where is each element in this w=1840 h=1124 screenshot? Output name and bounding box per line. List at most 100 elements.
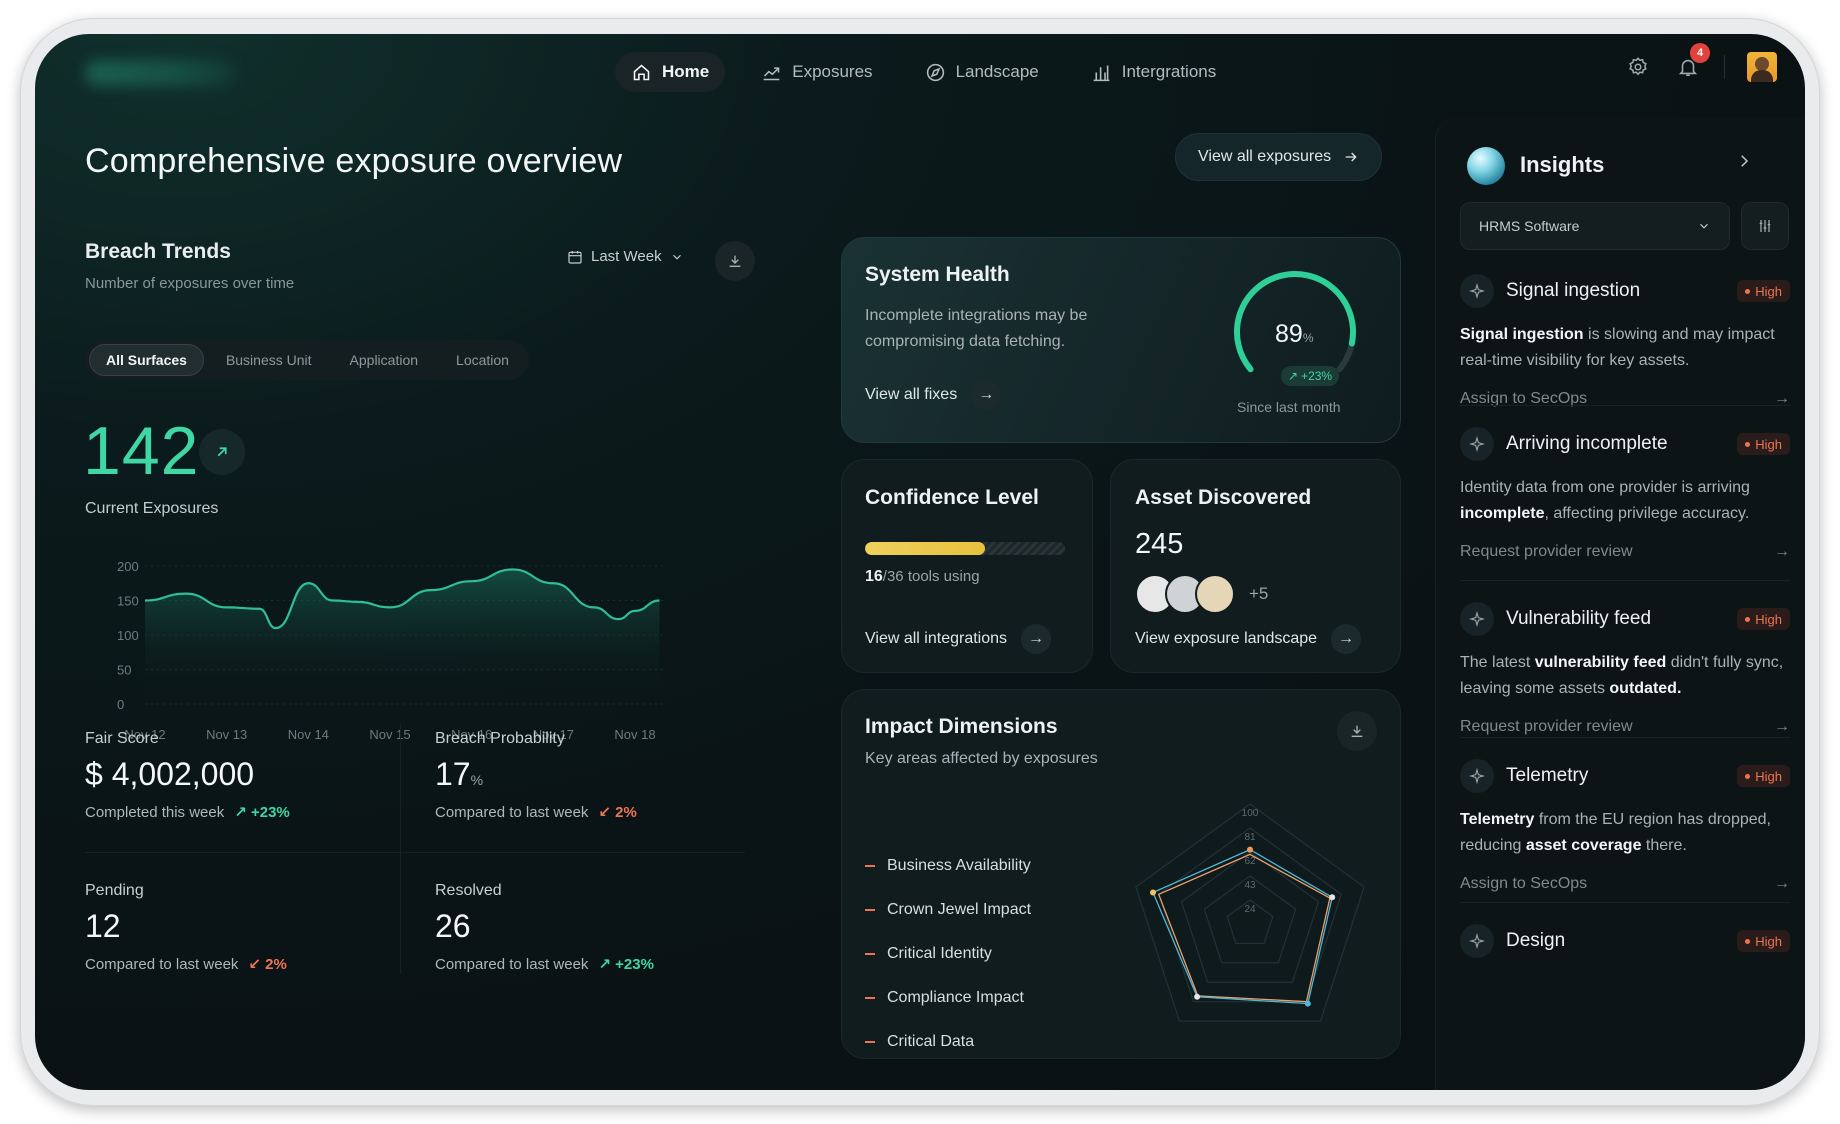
stats-vertical-divider	[400, 724, 401, 974]
radar-ring	[1226, 899, 1274, 945]
insight-text: there.	[1641, 837, 1687, 854]
user-avatar[interactable]	[1747, 52, 1777, 82]
insights-filter-select[interactable]: HRMS Software	[1460, 202, 1730, 250]
insight-header: Design High	[1460, 924, 1790, 958]
chevron-down-icon	[1700, 223, 1708, 229]
sparkle-icon	[1460, 924, 1494, 958]
insight-description: The latest vulnerability feed didn't ful…	[1460, 650, 1790, 702]
stat-compare-text: Compared to last week	[435, 803, 589, 821]
insight-item[interactable]: Vulnerability feed High The latest vulnera…	[1460, 602, 1790, 736]
insight-action-link[interactable]: Request provider review →	[1460, 543, 1790, 561]
stat-delta-down: ↙ 2%	[598, 804, 637, 821]
period-value: Last Week	[591, 248, 662, 265]
view-all-integrations-link[interactable]: View all integrations →	[865, 624, 1052, 654]
legend-item: Critical Identity	[865, 932, 1031, 976]
insight-text: didn't fully sync, leaving some assets	[1460, 654, 1784, 697]
insight-action-link[interactable]: Request provider review →	[1460, 718, 1790, 736]
stat-number: 17	[435, 756, 471, 792]
insight-action-label: Request provider review	[1460, 718, 1633, 735]
insight-action-link[interactable]: Assign to SecOps →	[1460, 875, 1790, 893]
tab-application[interactable]: Application	[349, 352, 419, 368]
insight-item[interactable]: Arriving incomplete High Identity data fro…	[1460, 427, 1790, 561]
stat-label: Fair Score	[85, 730, 159, 747]
y-tick-label: 200	[117, 559, 139, 574]
stat-value: 26	[435, 908, 654, 945]
view-all-exposures-button[interactable]: View all exposures	[1175, 133, 1383, 181]
view-all-exposures-label: View all exposures	[1198, 148, 1332, 165]
stat-compare-text: Compared to last week	[85, 955, 239, 973]
breach-download-button[interactable]	[715, 241, 755, 281]
stat-compare: Compared to last week ↙ 2%	[435, 803, 637, 822]
insight-emphasis: Signal ingestion	[1460, 326, 1584, 343]
y-tick-label: 150	[117, 594, 139, 609]
insight-description: Identity data from one provider is arriv…	[1460, 475, 1790, 527]
insight-item[interactable]: Telemetry High Telemetry from the EU regio…	[1460, 759, 1790, 893]
nav-home[interactable]: Home	[615, 52, 726, 92]
tab-location[interactable]: Location	[456, 352, 509, 368]
sliders-icon	[1759, 220, 1771, 232]
settings-button[interactable]	[1624, 53, 1652, 81]
stat-label: Breach Probability	[435, 730, 565, 747]
radar-point	[1194, 993, 1201, 1000]
insight-text: Identity data from one provider is arriv…	[1460, 479, 1750, 496]
calendar-icon	[568, 250, 582, 264]
x-tick-label: Nov 18	[614, 727, 655, 742]
x-tick-label: Nov 14	[288, 727, 329, 742]
nav-exposures[interactable]: Exposures	[745, 52, 888, 92]
stat-value: $ 4,002,000	[85, 756, 290, 793]
impact-legend: Business Availability Crown Jewel Impact…	[865, 844, 1031, 1064]
tools-using: 16/36 tools using	[865, 568, 980, 586]
insight-text: The latest	[1460, 654, 1535, 671]
insight-item[interactable]: Design High	[1460, 924, 1790, 958]
severity-badge: High	[1737, 765, 1790, 787]
legend-marker	[865, 909, 875, 911]
period-select[interactable]: Last Week	[567, 248, 684, 265]
stat-fair-score: Fair Score $ 4,002,000 Completed this we…	[85, 730, 290, 821]
gauge-fill	[1234, 271, 1356, 373]
sparkle-icon	[1460, 274, 1494, 308]
radar-point	[1329, 894, 1336, 901]
impact-download-button[interactable]	[1337, 711, 1377, 751]
insight-item[interactable]: Signal ingestion High Signal ingestion is …	[1460, 274, 1790, 408]
stat-delta-value: 2%	[615, 804, 637, 821]
tab-business-unit[interactable]: Business Unit	[225, 352, 312, 368]
x-tick-label: Nov 12	[124, 727, 165, 742]
view-exposure-landscape-link[interactable]: View exposure landscape →	[1135, 624, 1362, 654]
view-all-fixes-link[interactable]: View all fixes →	[865, 380, 1002, 410]
severity-badge: High	[1737, 280, 1790, 302]
radar-tick-label: 62	[1244, 856, 1256, 867]
tab-all-surfaces[interactable]: All Surfaces	[89, 344, 204, 376]
insight-action-label: Assign to SecOps	[1460, 875, 1588, 892]
sparkle-icon	[1460, 759, 1494, 793]
insight-name: Telemetry	[1506, 765, 1589, 786]
stat-delta-up: ↗ +23%	[234, 804, 290, 821]
insight-description: Signal ingestion is slowing and may impa…	[1460, 322, 1790, 374]
bell-icon	[1678, 59, 1698, 77]
y-tick-label: 50	[117, 663, 131, 678]
insight-action-label: Assign to SecOps	[1460, 390, 1588, 407]
tools-total: /36	[882, 568, 904, 585]
insight-emphasis: incomplete	[1460, 505, 1545, 522]
x-tick-label: Nov 13	[206, 727, 247, 742]
radar-tick-label: 24	[1244, 904, 1256, 915]
system-health-text: Incomplete integrations may be compromis…	[865, 307, 1088, 350]
area-fill	[145, 569, 660, 704]
stat-number: 12	[85, 908, 121, 944]
brand-logo[interactable]	[85, 60, 235, 86]
health-score-number: 89	[1275, 320, 1303, 348]
system-health-card	[841, 237, 1401, 443]
asset-more-count: +5	[1249, 584, 1269, 603]
arrow-right-icon: →	[1021, 624, 1052, 654]
insight-action-label: Request provider review	[1460, 543, 1633, 560]
insights-adjust-button[interactable]	[1741, 202, 1789, 250]
nav-integrations[interactable]: Intergrations	[1075, 52, 1233, 92]
insight-action-link[interactable]: Assign to SecOps →	[1460, 390, 1790, 408]
asset-avatar	[1195, 574, 1235, 614]
insights-expand-button[interactable]	[1735, 152, 1753, 175]
notifications-button[interactable]: 4	[1674, 43, 1710, 81]
radar-tick-label: 43	[1244, 880, 1256, 891]
insight-name: Vulnerability feed	[1506, 608, 1652, 629]
stat-delta-value: +23%	[615, 956, 654, 973]
stat-compare-text: Compared to last week	[435, 955, 589, 973]
nav-landscape[interactable]: Landscape	[909, 52, 1055, 92]
